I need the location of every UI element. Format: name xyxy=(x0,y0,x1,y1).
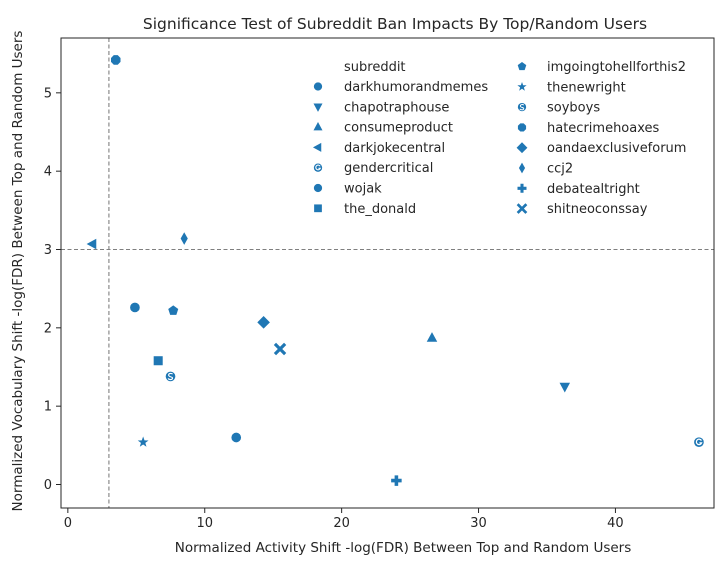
point-soyboys xyxy=(165,371,176,382)
point-consumeproduct xyxy=(426,332,438,342)
legend-label: wojak xyxy=(344,182,382,197)
point-imgoingtohellforthis2 xyxy=(168,305,179,315)
x-tick-label: 20 xyxy=(333,516,350,531)
point-oandaexclusiveforum xyxy=(257,316,270,329)
legend-marker-the_donald xyxy=(314,204,322,213)
point-chapotraphouse xyxy=(559,382,571,393)
legend-item-the_donald: the_donald xyxy=(314,202,416,217)
chart-title: Significance Test of Subreddit Ban Impac… xyxy=(143,15,647,33)
y-tick-label: 1 xyxy=(44,400,52,415)
point-debatealtright xyxy=(391,475,402,486)
y-tick-label: 2 xyxy=(44,321,52,336)
legend-marker-oandaexclusiveforum xyxy=(516,142,528,154)
point-gendercritical xyxy=(694,437,704,448)
legend-marker-imgoingtohellforthis2 xyxy=(517,62,527,71)
point-shitneoconssay xyxy=(273,342,287,356)
legend-item-oandaexclusiveforum: oandaexclusiveforum xyxy=(516,141,686,156)
legend-label: darkjokecentral xyxy=(344,141,445,156)
y-tick-label: 4 xyxy=(44,165,52,180)
legend-label: thenewright xyxy=(547,80,626,95)
x-tick-label: 30 xyxy=(470,516,487,531)
legend: subreddit darkhumorandmemes chapotraphouse… xyxy=(312,60,686,217)
legend-label: ccj2 xyxy=(547,162,573,177)
x-axis-title: Normalized Activity Shift -log(FDR) Betw… xyxy=(175,540,632,556)
legend-label: oandaexclusiveforum xyxy=(547,141,686,156)
legend-item-thenewright: thenewright xyxy=(517,80,626,95)
legend-label: shitneoconssay xyxy=(547,202,648,217)
legend-marker-chapotraphouse xyxy=(313,103,323,112)
point-darkhumorandmemes xyxy=(231,432,242,443)
legend-marker-darkjokecentral xyxy=(312,142,322,152)
legend-marker-hatecrimehoaxes xyxy=(517,123,527,132)
point-wojak xyxy=(130,302,140,313)
legend-item-debatealtright: debatealtright xyxy=(517,182,640,197)
point-darkjokecentral xyxy=(86,238,97,250)
legend-marker-darkhumorandmemes xyxy=(313,82,323,91)
point-ccj2 xyxy=(180,232,188,245)
legend-item-soyboys: soyboys xyxy=(517,101,600,116)
legend-title: subreddit xyxy=(344,60,406,75)
legend-label: hatecrimehoaxes xyxy=(547,121,660,136)
data-points xyxy=(86,55,704,486)
legend-item-darkhumorandmemes: darkhumorandmemes xyxy=(313,80,488,95)
legend-label: chapotraphouse xyxy=(344,100,449,115)
legend-label: gendercritical xyxy=(344,161,433,176)
x-tick-label: 0 xyxy=(64,516,72,531)
legend-marker-debatealtright xyxy=(517,183,527,193)
legend-item-gendercritical: gendercritical xyxy=(313,161,433,176)
point-the_donald xyxy=(153,356,163,366)
legend-item-wojak: wojak xyxy=(313,182,382,197)
legend-label: consumeproduct xyxy=(344,121,453,136)
legend-item-darkjokecentral: darkjokecentral xyxy=(312,141,445,156)
legend-label: the_donald xyxy=(344,202,416,217)
y-tick-label: 3 xyxy=(44,243,52,258)
legend-label: soyboys xyxy=(547,101,600,116)
legend-marker-gendercritical xyxy=(313,163,323,172)
legend-item-ccj2: ccj2 xyxy=(518,162,573,177)
legend-item-consumeproduct: consumeproduct xyxy=(313,121,453,136)
legend-marker-soyboys xyxy=(517,102,527,112)
y-axis-title: Normalized Vocabulary Shift -log(FDR) Be… xyxy=(10,31,26,512)
point-hatecrimehoaxes xyxy=(111,55,121,65)
x-tick-label: 40 xyxy=(607,516,624,531)
legend-marker-thenewright xyxy=(517,81,527,91)
legend-marker-ccj2 xyxy=(518,162,526,174)
plot-frame xyxy=(60,37,715,509)
legend-label: debatealtright xyxy=(547,182,640,197)
legend-marker-shitneoconssay xyxy=(516,203,528,214)
legend-label: darkhumorandmemes xyxy=(344,80,488,95)
legend-item-shitneoconssay: shitneoconssay xyxy=(516,202,648,217)
x-tick-label: 10 xyxy=(196,516,213,531)
y-tick-label: 0 xyxy=(44,478,52,493)
legend-marker-consumeproduct xyxy=(313,122,323,131)
legend-item-imgoingtohellforthis2: imgoingtohellforthis2 xyxy=(517,60,686,75)
point-thenewright xyxy=(137,436,149,447)
y-tick-label: 5 xyxy=(44,86,52,101)
legend-item-hatecrimehoaxes: hatecrimehoaxes xyxy=(517,121,660,136)
legend-marker-wojak xyxy=(313,183,323,193)
legend-label: imgoingtohellforthis2 xyxy=(547,60,686,75)
legend-item-chapotraphouse: chapotraphouse xyxy=(313,100,449,115)
